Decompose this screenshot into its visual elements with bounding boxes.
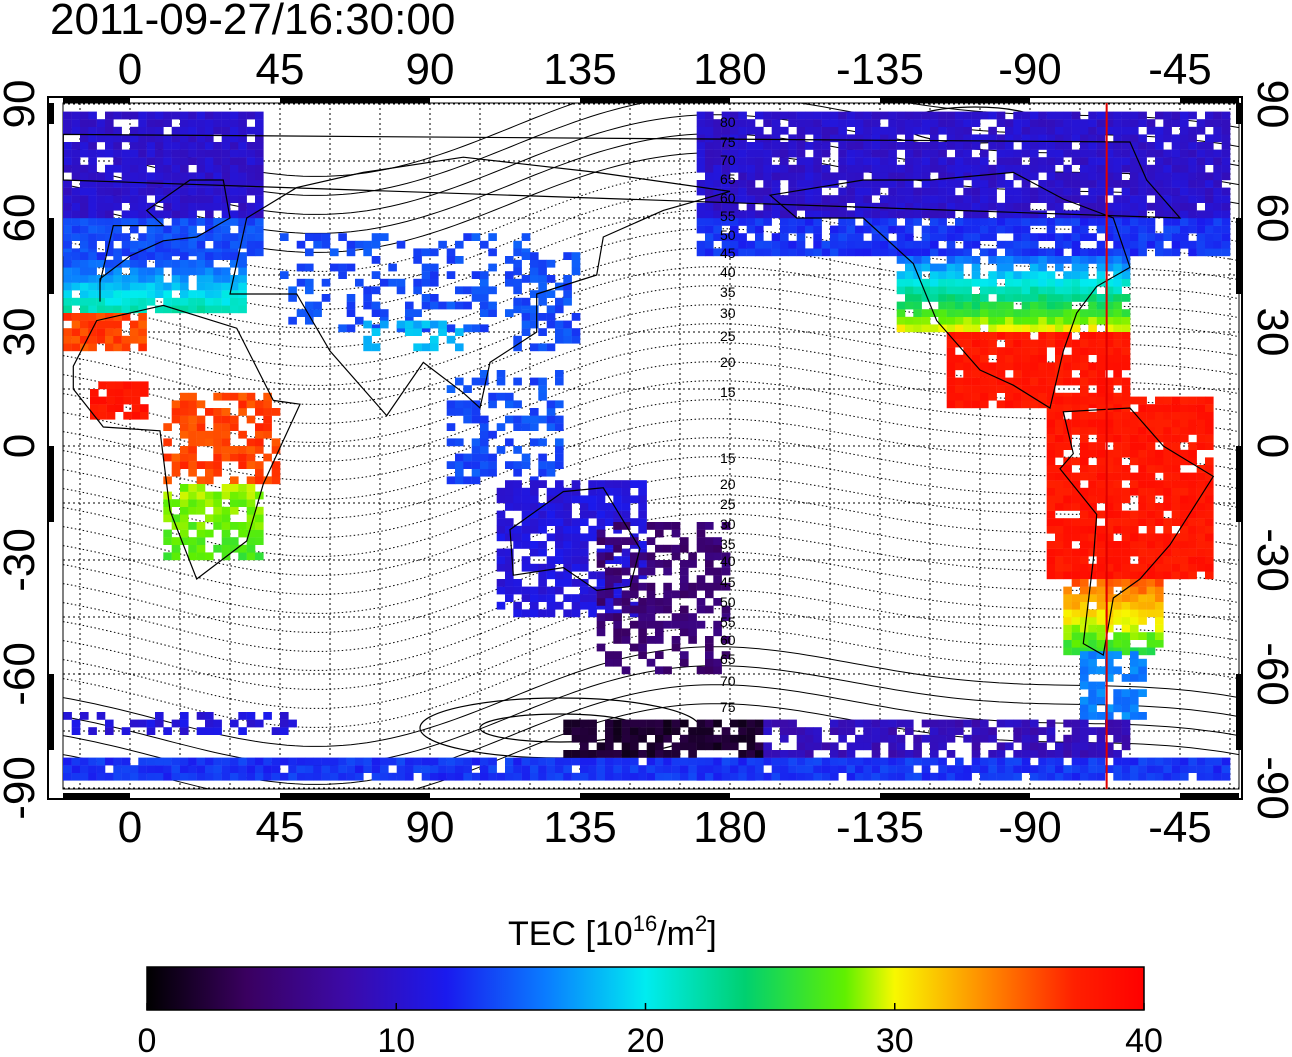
lon-tick-bottom: 180 [693, 803, 766, 852]
lat-tick-right: -30 [1248, 528, 1292, 592]
lat-tick-left: 0 [0, 434, 44, 458]
lat-tick-left: -30 [0, 528, 44, 592]
lon-tick-bottom: 135 [543, 803, 616, 852]
contour-label: 70 [720, 152, 736, 168]
lat-tick-right: 90 [1248, 80, 1292, 129]
lon-tick-bottom: -135 [836, 803, 924, 852]
lon-tick-bottom: 90 [406, 803, 455, 852]
colorbar-label: TEC [1016/m2] [508, 911, 717, 953]
lon-tick-bottom: -45 [1148, 803, 1212, 852]
contour-label: 55 [720, 614, 736, 630]
lat-tick-left: -60 [0, 642, 44, 706]
contour-label: 75 [720, 699, 736, 715]
lon-tick-top: 90 [406, 45, 455, 94]
contour-label: 25 [720, 328, 736, 344]
lon-tick-top: -135 [836, 45, 924, 94]
contour-label: 80 [720, 114, 736, 130]
contour-label: 75 [720, 134, 736, 150]
contour-label: 45 [720, 245, 736, 261]
contour-label: 15 [720, 384, 736, 400]
contour-label: 60 [720, 190, 736, 206]
contour-label: 50 [720, 594, 736, 610]
tec-data-cells [63, 111, 1231, 781]
contour-label: 35 [720, 536, 736, 552]
contour-label: 40 [720, 264, 736, 280]
contour-label: 35 [720, 284, 736, 300]
contour-label: 55 [720, 208, 736, 224]
contour-label: 25 [720, 496, 736, 512]
contour-label: 50 [720, 227, 736, 243]
contour-label: 15 [720, 450, 736, 466]
contour-label: 70 [720, 673, 736, 689]
lat-tick-left: 60 [0, 194, 44, 243]
colorbar-tick: 40 [1125, 1022, 1163, 1057]
lat-tick-left: 30 [0, 308, 44, 357]
colorbar-tick: 20 [627, 1022, 665, 1057]
colorbar [146, 966, 1145, 1011]
contour-label: 60 [720, 632, 736, 648]
lat-tick-right: -90 [1248, 756, 1292, 820]
colorbar-tick: 30 [876, 1022, 914, 1057]
lat-tick-left: 90 [0, 80, 44, 129]
lat-tick-left: -90 [0, 756, 44, 820]
contour-label: 40 [720, 553, 736, 569]
lon-tick-top: 45 [256, 45, 305, 94]
lon-tick-bottom: 0 [118, 803, 142, 852]
contour-label: 30 [720, 305, 736, 321]
colorbar-tick: 10 [377, 1022, 415, 1057]
coastlines [63, 133, 1215, 656]
map-title: 2011-09-27/16:30:00 [50, 0, 456, 44]
lon-tick-bottom: -90 [998, 803, 1062, 852]
lon-tick-bottom: 45 [256, 803, 305, 852]
contour-labels: 8075706560555045403530252015152025303540… [720, 114, 736, 715]
lat-tick-right: 30 [1248, 308, 1292, 357]
contour-label: 65 [720, 651, 736, 667]
lon-tick-top: 180 [693, 45, 766, 94]
lat-tick-right: 60 [1248, 194, 1292, 243]
lon-tick-top: 135 [543, 45, 616, 94]
contour-label: 20 [720, 476, 736, 492]
lon-tick-top: 0 [118, 45, 142, 94]
lat-tick-right: 0 [1248, 434, 1292, 458]
lon-tick-top: -90 [998, 45, 1062, 94]
contour-label: 65 [720, 171, 736, 187]
lon-tick-top: -45 [1148, 45, 1212, 94]
contour-label: 30 [720, 516, 736, 532]
lat-tick-right: -60 [1248, 642, 1292, 706]
contour-label: 20 [720, 354, 736, 370]
colorbar-tick: 0 [138, 1022, 157, 1057]
contour-label: 45 [720, 574, 736, 590]
